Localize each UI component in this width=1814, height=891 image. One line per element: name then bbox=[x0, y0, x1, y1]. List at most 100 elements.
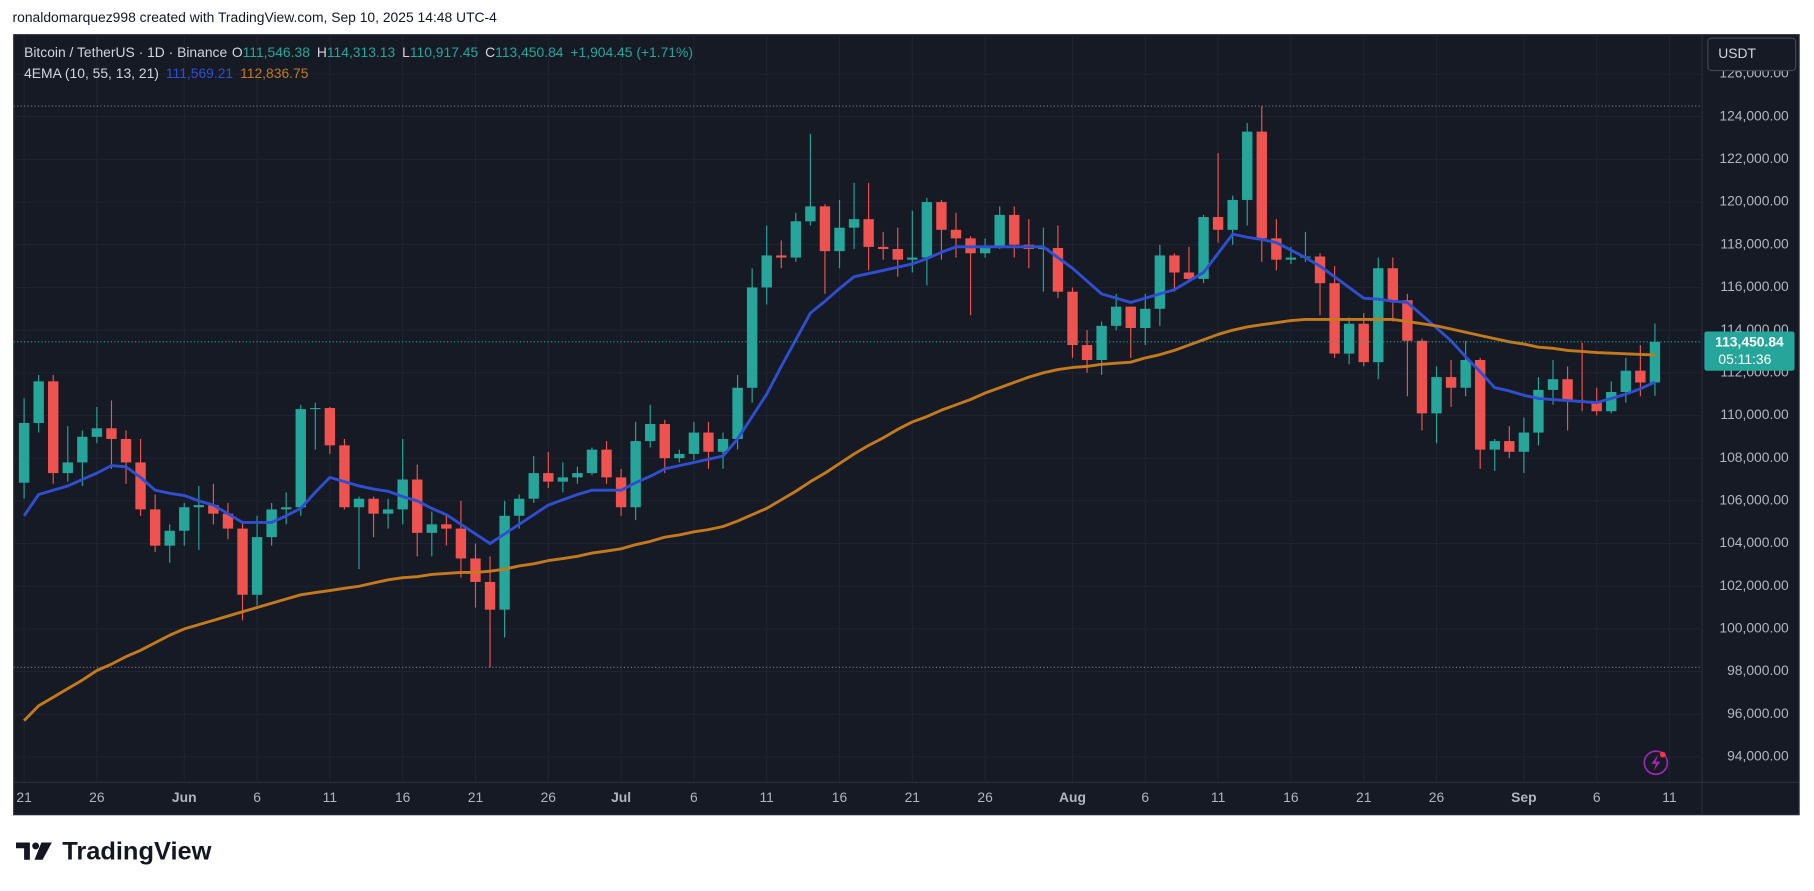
candle-body bbox=[18, 422, 30, 483]
y-tick-label: 124,000.00 bbox=[1719, 107, 1789, 123]
ohlc-label: L bbox=[402, 44, 410, 60]
candle-body bbox=[1373, 268, 1384, 363]
indicator-row: 4EMA (10, 55, 13, 21) 111,569.21 112,836.7… bbox=[24, 65, 309, 81]
candle-body bbox=[208, 505, 219, 514]
ema-line bbox=[22, 232, 1656, 545]
candle-body bbox=[1547, 379, 1559, 390]
indicator-value: 112,836.75 bbox=[240, 65, 309, 81]
candle-body bbox=[1460, 359, 1471, 388]
y-tick-label: 96,000.00 bbox=[1727, 705, 1789, 721]
candle-body bbox=[776, 255, 787, 258]
candle-body bbox=[251, 537, 263, 595]
x-tick-label: Jul bbox=[611, 789, 631, 805]
candle-body bbox=[1606, 392, 1617, 412]
candle-body bbox=[91, 428, 103, 437]
candle-body bbox=[877, 246, 889, 250]
candle-body bbox=[120, 438, 132, 463]
candle-body bbox=[1620, 370, 1632, 393]
candle-body bbox=[746, 287, 758, 388]
candle-body bbox=[397, 479, 408, 510]
logo-mark bbox=[34, 842, 52, 860]
candle-body bbox=[848, 219, 860, 228]
candle-body bbox=[907, 257, 918, 260]
symbol: Bitcoin / TetherUS · 1D · Binance bbox=[24, 44, 227, 60]
candle-body bbox=[106, 428, 117, 439]
candle-body bbox=[1431, 377, 1442, 414]
candle-body bbox=[921, 202, 933, 258]
candle-body bbox=[717, 438, 729, 452]
candle-body bbox=[33, 381, 44, 423]
candle-body bbox=[528, 473, 539, 499]
x-tick-label: 26 bbox=[1429, 789, 1445, 805]
candle-body bbox=[994, 214, 1005, 247]
candle-body bbox=[790, 221, 802, 258]
change: +1,904.45 (+1.71%) bbox=[570, 44, 693, 60]
alert-bolt[interactable] bbox=[1651, 754, 1661, 771]
x-tick-label: 21 bbox=[16, 789, 32, 805]
attribution: ronaldomarquez998 created with TradingVi… bbox=[13, 9, 498, 25]
x-tick-label: Jun bbox=[172, 789, 197, 805]
y-tick-label: 100,000.00 bbox=[1719, 620, 1789, 636]
x-tick-label: 6 bbox=[253, 789, 261, 805]
candle-body bbox=[761, 255, 772, 288]
candle-body bbox=[1242, 131, 1253, 200]
candle-body bbox=[688, 432, 700, 454]
candle-body bbox=[1649, 341, 1661, 383]
candle-body bbox=[295, 409, 306, 508]
candle-body bbox=[936, 202, 947, 230]
ohlc-value: 113,450.84 bbox=[495, 44, 564, 60]
ohlc-label: C bbox=[485, 44, 495, 60]
currency-box[interactable] bbox=[1707, 37, 1797, 72]
currency-label[interactable]: USDT bbox=[1718, 45, 1756, 61]
candle-body bbox=[615, 477, 627, 508]
x-tick-label: 21 bbox=[468, 789, 484, 805]
candle-body bbox=[1227, 199, 1238, 230]
candle-body bbox=[164, 530, 175, 546]
candle-body bbox=[426, 524, 438, 533]
candle-body bbox=[412, 479, 423, 533]
x-tick-label: 6 bbox=[1141, 789, 1149, 805]
countdown: 05:11:36 bbox=[1718, 351, 1771, 367]
candle-body bbox=[1154, 255, 1166, 309]
y-tick-label: 106,000.00 bbox=[1719, 492, 1789, 508]
candle-body bbox=[950, 229, 962, 239]
x-tick-label: 26 bbox=[977, 789, 993, 805]
candle-body bbox=[1358, 323, 1369, 363]
candle-body bbox=[645, 424, 656, 442]
candle-body bbox=[572, 473, 583, 478]
candle-body bbox=[1052, 247, 1064, 292]
x-tick-label: 26 bbox=[541, 789, 557, 805]
candle-body bbox=[543, 473, 554, 482]
candle-body bbox=[1591, 402, 1602, 412]
alert-circle[interactable] bbox=[1643, 750, 1669, 776]
indicator-value: 111,569.21 bbox=[166, 65, 234, 81]
candle-body bbox=[193, 505, 205, 508]
candle-body bbox=[179, 507, 190, 531]
indicator-name: 4EMA (10, 55, 13, 21) bbox=[24, 65, 159, 81]
ohlc-value: 114,313.13 bbox=[327, 44, 396, 60]
y-tick-label: 120,000.00 bbox=[1719, 193, 1789, 209]
x-tick-label: 6 bbox=[1593, 789, 1601, 805]
candle-body bbox=[1140, 308, 1151, 328]
candle-body bbox=[819, 206, 831, 252]
candle-body bbox=[280, 507, 292, 510]
candle-body bbox=[455, 528, 467, 559]
y-tick-label: 118,000.00 bbox=[1720, 235, 1789, 251]
currency-button[interactable]: USDT bbox=[1707, 37, 1797, 72]
candle-body bbox=[1096, 325, 1107, 360]
candle-body bbox=[1562, 379, 1573, 401]
y-tick-label: 116,000.00 bbox=[1720, 278, 1789, 294]
candle-body bbox=[382, 509, 394, 514]
x-tick-label: 6 bbox=[690, 789, 698, 805]
candle-body bbox=[470, 558, 481, 582]
x-tick-label: 11 bbox=[760, 789, 775, 805]
alert-icon[interactable] bbox=[1643, 750, 1669, 776]
candle-body bbox=[237, 528, 248, 595]
candle-body bbox=[863, 219, 874, 247]
candle-body bbox=[1067, 291, 1078, 346]
candle-body bbox=[1125, 306, 1136, 328]
x-tick-label: 21 bbox=[1356, 789, 1372, 805]
candle-body bbox=[1474, 359, 1486, 450]
candle-body bbox=[149, 509, 161, 546]
